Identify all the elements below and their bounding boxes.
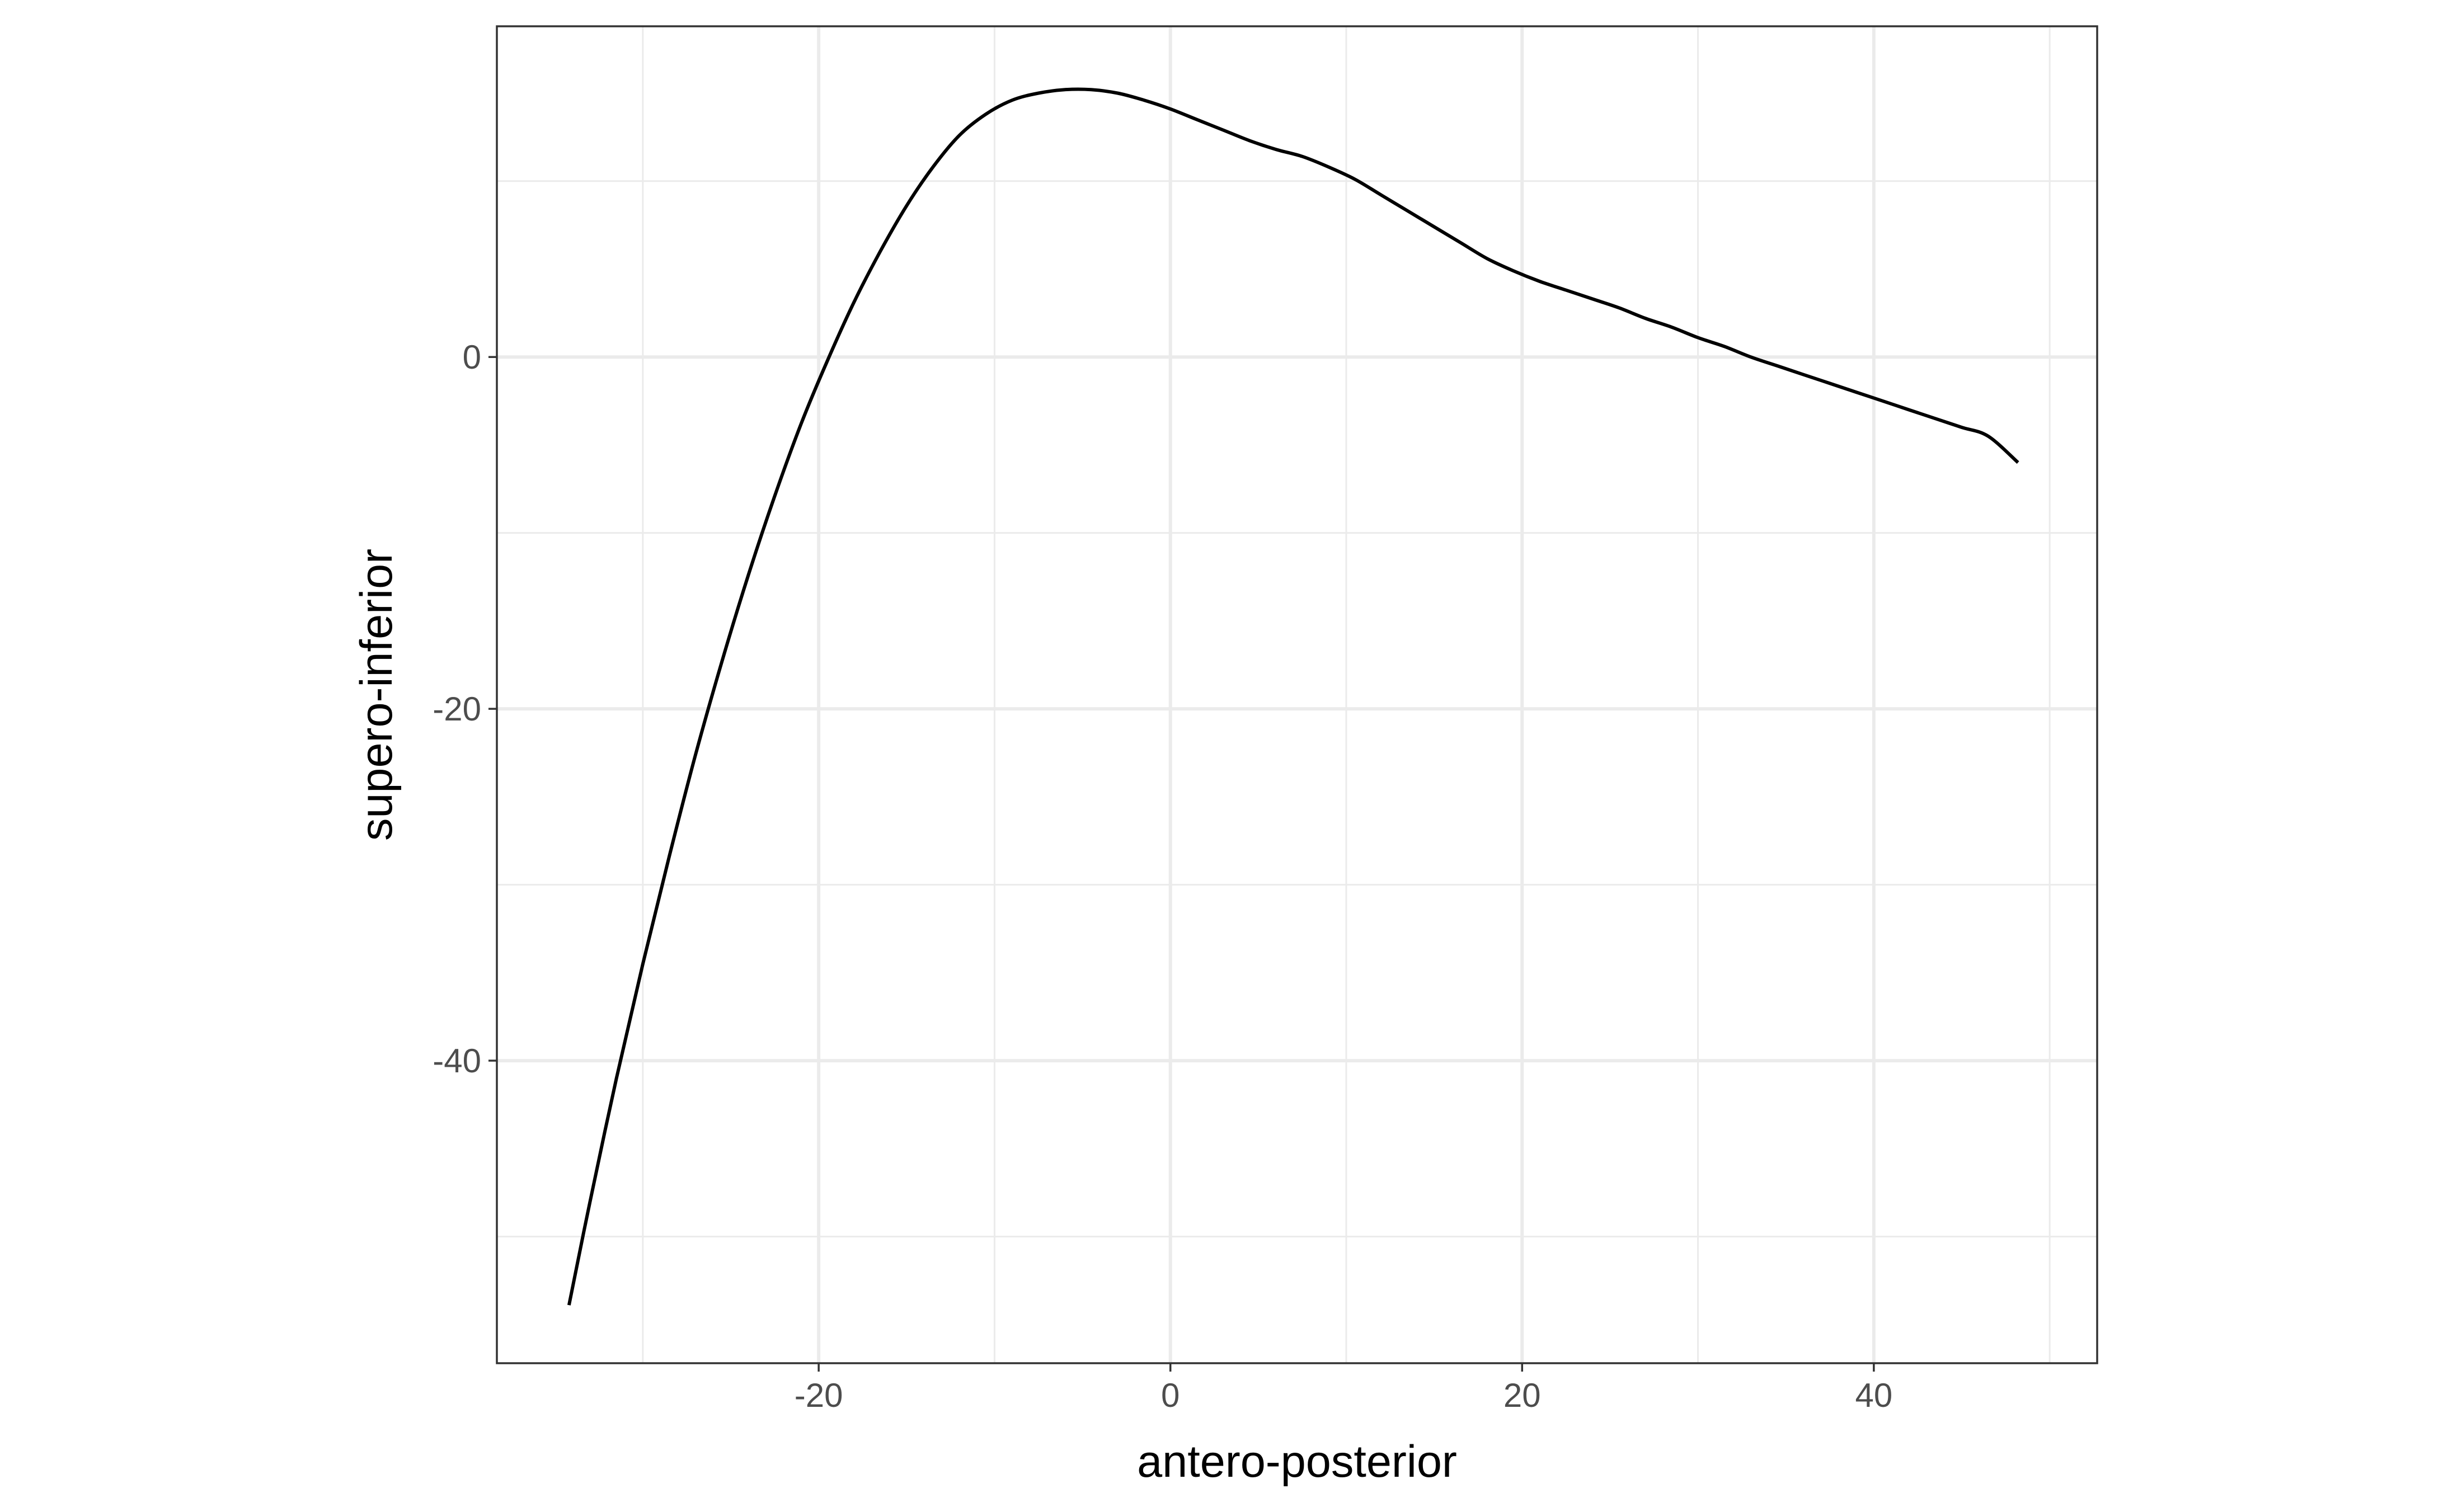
panel-background (497, 26, 2097, 1363)
y-tick-label: 0 (463, 338, 481, 376)
x-tick-label: 0 (1161, 1377, 1180, 1414)
plot-area (496, 25, 2098, 1364)
x-axis: -20 0 20 40 (795, 1363, 1892, 1414)
series-line (567, 87, 2019, 1306)
y-axis-title: supero-inferior (351, 549, 402, 841)
major-gridlines (497, 26, 2097, 1363)
x-tick-label: 20 (1503, 1377, 1541, 1414)
series-layer (567, 87, 2019, 1306)
y-tick-label: -20 (433, 690, 481, 728)
x-tick-label: 40 (1855, 1377, 1892, 1414)
x-axis-title: antero-posterior (1137, 1436, 1457, 1487)
x-tick-label: -20 (795, 1377, 843, 1414)
panel-border (496, 25, 2098, 1364)
y-tick-label: -40 (433, 1042, 481, 1080)
y-axis: -40 -20 0 (433, 338, 497, 1080)
